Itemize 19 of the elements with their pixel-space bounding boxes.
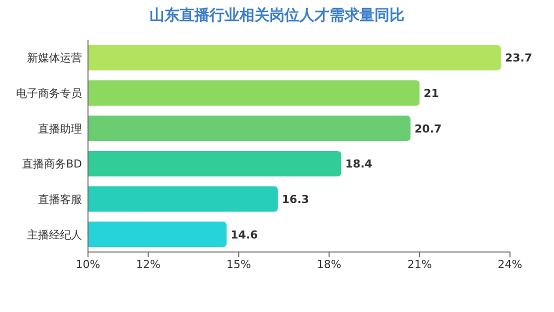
data-label: 20.7 [414, 122, 442, 136]
y-tick-label: 主播经纪人 [27, 228, 82, 242]
x-tick-label: 12% [136, 258, 161, 271]
y-tick-label: 直播商务BD [22, 158, 82, 171]
x-tick-label: 21% [407, 258, 432, 271]
data-label: 14.6 [230, 228, 258, 242]
data-label: 18.4 [345, 158, 373, 171]
y-tick-label: 新媒体运营 [27, 52, 82, 65]
y-tick-label: 直播助理 [38, 122, 82, 136]
y-tick-label: 直播客服 [38, 193, 82, 206]
x-tick-label: 18% [316, 258, 342, 271]
data-label: 21 [424, 87, 439, 100]
data-label: 23.7 [504, 52, 532, 65]
y-tick-label: 电子商务专员 [16, 87, 82, 100]
x-tick-label: 10% [76, 258, 100, 271]
chart-title: 山东直播行业相关岗位人才需求量同比 [150, 6, 404, 24]
x-tick-label: 15% [226, 258, 251, 271]
data-label: 16.3 [282, 193, 310, 206]
x-tick-label: 24% [498, 258, 522, 271]
